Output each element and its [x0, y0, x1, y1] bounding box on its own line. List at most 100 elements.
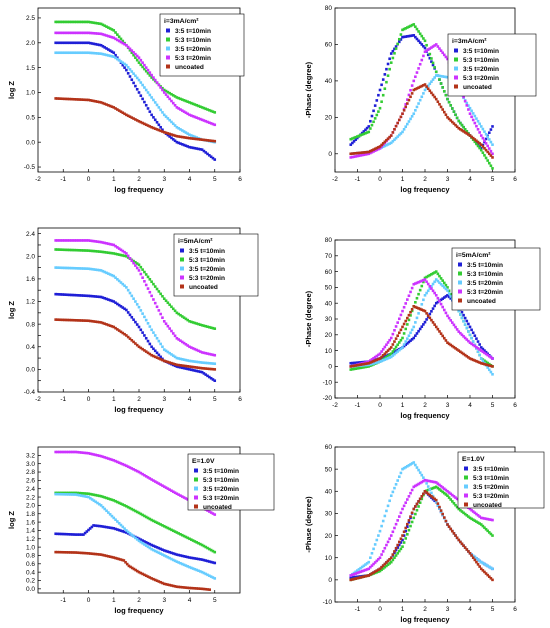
data-point — [90, 498, 94, 501]
data-point — [434, 485, 438, 489]
data-point — [166, 133, 170, 137]
data-point — [123, 62, 126, 66]
data-point — [436, 272, 440, 276]
data-point — [103, 241, 107, 245]
data-point — [370, 362, 374, 366]
data-point — [410, 34, 414, 37]
data-point — [146, 339, 150, 343]
data-point — [439, 298, 443, 302]
data-point — [362, 362, 366, 366]
data-point — [383, 562, 387, 566]
data-point — [179, 313, 182, 317]
data-point — [373, 117, 377, 120]
data-point — [394, 136, 398, 140]
data-point — [170, 329, 173, 333]
data-point — [208, 352, 211, 356]
data-point — [116, 246, 119, 249]
data-point — [61, 248, 64, 252]
data-point — [80, 41, 83, 45]
data-point — [209, 560, 213, 564]
data-point — [422, 309, 425, 312]
data-point — [135, 303, 139, 306]
data-point — [197, 360, 200, 364]
data-point — [112, 527, 116, 530]
data-point — [422, 476, 425, 479]
data-point — [425, 85, 428, 88]
data-point — [152, 98, 155, 102]
data-point — [377, 568, 380, 572]
data-point — [103, 554, 107, 557]
data-point — [407, 25, 411, 29]
data-point — [87, 41, 90, 45]
data-point — [157, 290, 161, 293]
data-point — [389, 336, 393, 340]
data-point — [391, 350, 395, 353]
data-point — [486, 150, 489, 154]
data-point — [119, 305, 123, 308]
legend-entry: uncoated — [189, 284, 218, 291]
legend-marker — [458, 262, 462, 267]
data-point — [188, 359, 191, 363]
data-point — [59, 492, 63, 496]
data-point — [377, 147, 380, 151]
data-point — [471, 331, 475, 335]
data-point — [478, 131, 481, 134]
data-point — [155, 521, 159, 524]
data-point — [452, 110, 456, 113]
data-point — [116, 33, 119, 36]
data-point — [206, 361, 209, 365]
x-tick-label: -2 — [35, 176, 41, 183]
data-point — [115, 557, 119, 560]
data-point — [132, 259, 135, 263]
data-point — [446, 97, 449, 101]
data-point — [467, 356, 470, 359]
data-point — [73, 293, 76, 297]
data-point — [380, 100, 383, 104]
data-point — [434, 43, 438, 46]
series-5-3-t-10min — [349, 23, 494, 170]
legend-marker — [464, 475, 468, 480]
data-point — [208, 510, 211, 513]
data-point — [193, 567, 197, 571]
data-point — [409, 117, 412, 121]
data-point — [420, 34, 424, 38]
data-point — [87, 51, 90, 55]
data-point — [420, 84, 424, 88]
data-point — [82, 20, 85, 24]
data-point — [209, 155, 213, 159]
data-point — [357, 571, 361, 574]
data-point — [112, 29, 116, 32]
data-point — [375, 99, 379, 102]
data-point — [468, 551, 472, 555]
data-point — [90, 294, 94, 298]
data-point — [407, 120, 411, 123]
data-point — [54, 492, 57, 496]
data-point — [199, 570, 202, 573]
data-point — [211, 122, 215, 126]
data-point — [476, 350, 480, 354]
data-point — [204, 119, 208, 123]
data-point — [69, 20, 73, 24]
data-point — [206, 352, 209, 355]
data-point — [457, 349, 461, 352]
data-point — [388, 135, 391, 139]
data-point — [143, 100, 146, 104]
data-point — [71, 97, 75, 101]
data-point — [103, 102, 107, 106]
data-point — [125, 286, 128, 289]
data-point — [184, 497, 188, 500]
data-point — [170, 305, 173, 309]
data-point — [462, 130, 465, 133]
data-point — [99, 524, 103, 528]
legend-box — [451, 247, 541, 311]
data-point — [204, 545, 208, 549]
y-axis-label: log Z — [7, 511, 16, 529]
data-point — [186, 498, 189, 501]
data-point — [385, 543, 388, 547]
data-point — [56, 41, 59, 45]
data-point — [200, 370, 204, 374]
data-point — [141, 541, 144, 545]
data-point — [195, 369, 199, 373]
data-point — [96, 32, 99, 35]
data-point — [162, 554, 166, 557]
